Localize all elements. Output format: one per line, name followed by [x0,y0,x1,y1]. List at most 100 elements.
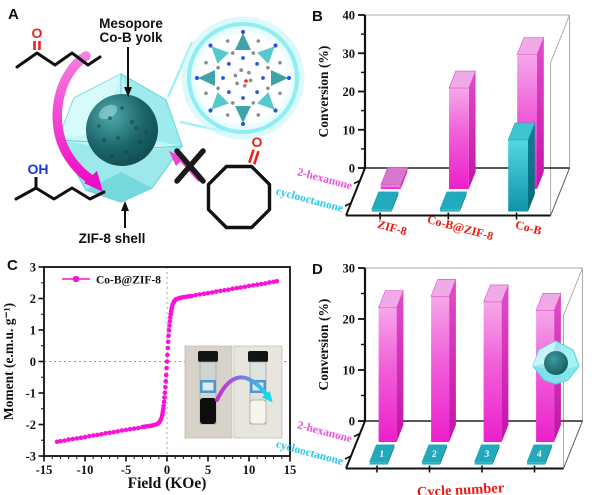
black-suspension [200,398,216,424]
data-point [230,286,235,291]
tile-number: 4 [536,450,543,460]
y-tick-label: 40 [343,9,356,23]
cyclooctanone-molecule: O [206,134,272,230]
data-point [99,432,104,437]
category-label: ZIF-8 [376,217,409,238]
c-atom [225,113,230,117]
c-atom [278,91,282,96]
legend-label: Co-B@ZIF-8 [96,275,161,287]
bar-cyclooctanone-Co-B [528,122,535,212]
bar-2-hexanone-2 [431,296,450,442]
data-point [78,435,84,440]
ketone-oxygen-label: O [32,25,43,41]
zn-tetrahedron [271,70,288,86]
o-atom [244,79,248,83]
data-point [197,292,203,297]
y-tick-label: 3 [30,260,36,274]
axis-line [550,167,571,216]
data-point [62,438,67,443]
bar-cyclooctanone-1 [369,461,388,465]
co-b-yolk-sphere [86,94,158,166]
data-point [123,427,129,433]
zn-tetrahedron [257,46,275,64]
c-atom [266,86,270,91]
data-point [165,339,171,344]
bar-2-hexanone-ZIF-8 [380,167,408,186]
y-tick-label: 2 [30,292,36,306]
x-tick-label: 15 [284,463,297,477]
reaction-arrow [52,51,103,192]
bar-2-hexanone-1 [378,307,397,442]
axis-line [344,202,352,207]
zn-tetrahedron [211,92,229,110]
bar-2-hexanone-3 [483,284,509,303]
n-atom [208,108,213,113]
zif8-structure-inset [181,16,305,140]
category-label: Co-B [514,217,543,237]
yolk-label: Mesopore Co-B yolk [99,16,163,97]
bar-2-hexanone-1 [378,290,404,308]
data-point [131,426,137,431]
data-point [246,283,252,289]
n-atom [221,76,225,80]
axis-line [563,420,583,469]
axis-line [345,420,366,469]
data-point [164,365,169,371]
icon-core [544,351,568,375]
x-axis-title: Field (KOe) [128,475,207,492]
c-atom [251,51,256,55]
magnet-separation-inset [184,345,283,439]
data-point [167,318,173,324]
bar-2-hexanone-2 [449,279,456,442]
axis-line [345,167,366,216]
n-atom [255,90,259,94]
data-point [165,352,170,358]
data-point [218,288,223,294]
x-tick-label: 5 [205,463,211,477]
y-axis-title: Conversion (%) [316,46,331,138]
zn-tetrahedron [235,33,251,50]
n-atom [208,43,213,48]
data-point [82,434,88,440]
bar-cyclooctanone-Co-B@ZIF-8 [439,191,468,210]
data-point [166,333,171,338]
c-atom [216,65,220,70]
data-point [166,328,172,333]
c-atom [204,60,208,65]
data-point [238,285,244,290]
cross-icon [174,148,206,184]
y-tick-label: -2 [26,418,36,432]
tile-number: 1 [379,450,384,460]
c-atom [216,86,220,91]
data-point [162,395,167,400]
series-label-2-hexanone: 2-hexanone [296,166,353,192]
shell-label: ZIF-8 shell [79,201,145,246]
c-atom [247,70,251,75]
n-atom [227,62,231,66]
sphere-texture [97,106,148,162]
data-point [226,287,231,292]
c-atom [242,83,247,88]
data-point [95,432,100,438]
data-point [259,281,264,287]
bar-2-hexanone-Co-B@ZIF-8 [449,88,469,189]
c-atom [251,101,256,105]
c-atom [230,101,235,105]
bar-2-hexanone-ZIF-8 [400,167,408,189]
data-point [242,284,248,290]
data-point [161,403,166,408]
data-point [222,288,227,293]
n-atom [240,121,246,127]
data-point [164,359,170,364]
data-point [163,385,168,390]
data-point [90,433,96,438]
y-tick-label: 10 [343,123,356,137]
bar-cyclooctanone-2 [422,461,441,465]
y-axis-title: Conversion (%) [316,299,331,391]
vial-cap [248,351,268,362]
x-tick-label: 0 [164,463,170,477]
n-atom [241,56,245,60]
x-axis-title: Cycle number [416,480,505,495]
